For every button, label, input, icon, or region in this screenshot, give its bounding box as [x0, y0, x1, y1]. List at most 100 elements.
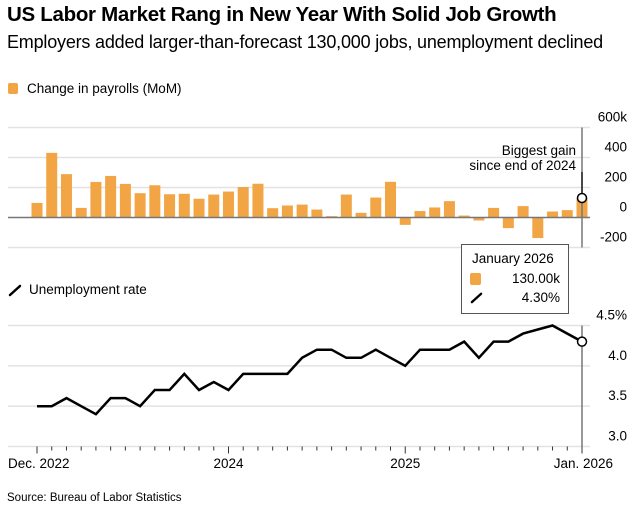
line-point[interactable] [463, 340, 465, 342]
line-point[interactable] [522, 332, 524, 334]
bar[interactable] [193, 198, 205, 218]
bar-swatch-icon [470, 272, 481, 285]
bar[interactable] [119, 183, 131, 218]
bar[interactable] [90, 181, 102, 218]
bar[interactable] [340, 194, 352, 218]
bar[interactable] [355, 212, 367, 218]
bar[interactable] [429, 207, 441, 218]
line-point[interactable] [551, 324, 553, 326]
bar[interactable] [46, 152, 58, 218]
legend-payrolls: Change in payrolls (MoM) [8, 81, 182, 96]
line-point[interactable] [154, 389, 156, 391]
y-tick-label: 0 [619, 200, 627, 215]
y-tick-label: -200 [600, 230, 627, 245]
line-point[interactable] [95, 413, 97, 415]
tooltip-row-payrolls: 130.00k [470, 271, 560, 286]
line-point[interactable] [139, 405, 141, 407]
y-tick-label: 600k [598, 110, 628, 125]
bar[interactable] [164, 194, 176, 218]
bar[interactable] [311, 209, 323, 218]
bar[interactable] [399, 217, 411, 225]
line-point[interactable] [316, 349, 318, 351]
bar[interactable] [296, 204, 308, 218]
bar[interactable] [502, 217, 514, 229]
bar[interactable] [178, 193, 190, 218]
line-point[interactable] [507, 340, 509, 342]
tooltip-unemployment-value: 4.30% [521, 290, 560, 305]
line-point[interactable] [360, 357, 362, 359]
bar[interactable] [370, 197, 382, 218]
bar[interactable] [561, 210, 573, 218]
line-point[interactable] [168, 389, 170, 391]
line-point[interactable] [492, 340, 494, 342]
line-point[interactable] [65, 397, 67, 399]
y-tick-label: 4.5% [596, 308, 627, 323]
bar[interactable] [473, 217, 485, 221]
bar[interactable] [149, 185, 161, 218]
x-tick-label: 2025 [390, 456, 420, 471]
bar[interactable] [488, 207, 500, 218]
bar[interactable] [222, 191, 234, 218]
bar[interactable] [60, 174, 72, 218]
line-point[interactable] [301, 357, 303, 359]
bar[interactable] [237, 187, 249, 218]
line-point[interactable] [242, 373, 244, 375]
line-point[interactable] [36, 405, 38, 407]
line-point[interactable] [434, 349, 436, 351]
line-point[interactable] [124, 397, 126, 399]
line-point[interactable] [330, 349, 332, 351]
line-point[interactable] [183, 373, 185, 375]
line-point[interactable] [448, 349, 450, 351]
bar[interactable] [414, 211, 426, 218]
y-tick-label: 400 [604, 140, 627, 155]
y-tick-label: 200 [604, 170, 627, 185]
line-point[interactable] [198, 389, 200, 391]
line-point[interactable] [375, 349, 377, 351]
hover-tooltip: January 2026 130.00k 4.30% [461, 244, 569, 314]
tooltip-row-unemployment: 4.30% [470, 290, 560, 305]
line-point[interactable] [109, 397, 111, 399]
bar[interactable] [134, 193, 146, 218]
bar[interactable] [385, 181, 397, 218]
legend-unemployment: Unemployment rate [8, 282, 147, 297]
line-point[interactable] [478, 357, 480, 359]
line-point[interactable] [537, 328, 539, 330]
unemployment-line[interactable] [37, 324, 583, 416]
bar[interactable] [31, 202, 43, 218]
y-tick-label: 4.0 [608, 348, 627, 363]
bar[interactable] [547, 211, 559, 218]
x-tick-label: Jan. 2026 [554, 456, 613, 471]
line-point[interactable] [404, 365, 406, 367]
line-point[interactable] [257, 373, 259, 375]
tooltip-date: January 2026 [472, 251, 554, 266]
highlight-marker[interactable] [576, 336, 588, 347]
legend-payrolls-label: Change in payrolls (MoM) [27, 81, 182, 96]
source-note: Source: Bureau of Labor Statistics [7, 492, 182, 504]
bar[interactable] [208, 194, 220, 218]
line-point[interactable] [419, 349, 421, 351]
line-point[interactable] [566, 332, 568, 334]
line-point[interactable] [80, 405, 82, 407]
bar[interactable] [267, 208, 279, 218]
line-point[interactable] [345, 357, 347, 359]
bar[interactable] [105, 175, 117, 218]
bar[interactable] [458, 215, 470, 218]
line-point[interactable] [271, 373, 273, 375]
line-point[interactable] [213, 381, 215, 383]
line-point[interactable] [51, 405, 53, 407]
line-swatch-icon [470, 292, 483, 304]
line-point[interactable] [227, 389, 229, 391]
bar[interactable] [443, 201, 455, 218]
bar[interactable] [517, 206, 529, 218]
bar[interactable] [75, 207, 87, 218]
annotation-line-1: Biggest gain [501, 143, 576, 158]
highlight-marker[interactable] [576, 192, 588, 204]
bar[interactable] [532, 217, 544, 239]
line-point[interactable] [286, 373, 288, 375]
line-point[interactable] [389, 357, 391, 359]
bar[interactable] [252, 183, 264, 218]
bar[interactable] [281, 205, 293, 218]
x-tick-label: 2024 [213, 456, 244, 471]
tooltip-payrolls-value: 130.00k [511, 271, 560, 286]
